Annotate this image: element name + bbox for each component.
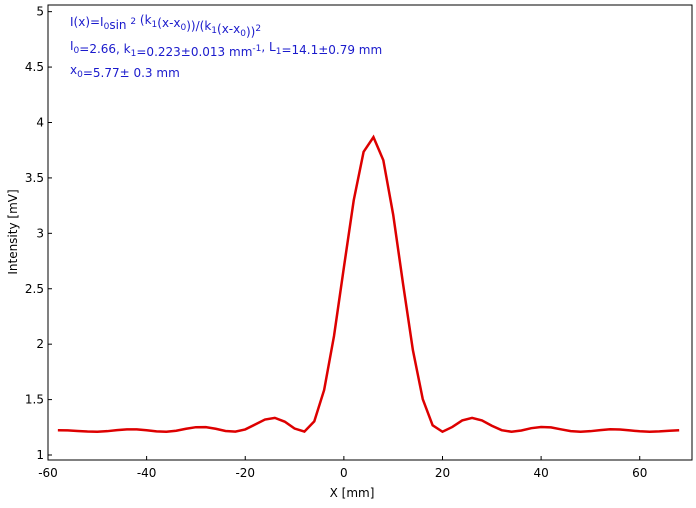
x-tick-label: 60: [632, 466, 647, 480]
annotation-part: 2: [130, 17, 136, 27]
annotation-part: , L: [261, 40, 276, 54]
x-tick-label: -20: [235, 466, 255, 480]
x-axis-label: X [mm]: [330, 486, 375, 500]
annotation-part: (k: [136, 13, 151, 27]
annotation-part: sin: [109, 18, 130, 32]
annotation-part: =14.1±0.79 mm: [281, 43, 382, 57]
x-tick-label: 20: [435, 466, 450, 480]
annotation-part: 0: [240, 29, 246, 39]
y-axis-label: Intensity [mV]: [6, 189, 20, 274]
annotation-part: 0: [181, 23, 187, 33]
x-tick-label: -40: [137, 466, 157, 480]
annotation-part: =0.223±0.013 mm: [136, 45, 252, 59]
annotation-part: -1: [252, 44, 261, 54]
annotation-part: ))/(k: [186, 19, 211, 33]
y-tick-label: 4: [36, 115, 44, 129]
plot-frame: [47, 4, 693, 461]
y-tick-label: 1: [36, 448, 44, 462]
annotation-part: 0: [104, 22, 110, 32]
annotation-part: 1: [131, 49, 137, 59]
annotation-part: 0: [77, 70, 83, 80]
x-tick-label: 40: [533, 466, 548, 480]
annotation-part: )): [246, 25, 255, 39]
annotation-part: 1: [276, 47, 282, 57]
x-tick-label: -60: [38, 466, 58, 480]
y-tick-label: 2.5: [25, 282, 44, 296]
data-line: [57, 134, 680, 434]
annotation-part: =5.77± 0.3 mm: [83, 66, 180, 80]
annotation-part: I: [70, 39, 74, 53]
annotation-part: x: [70, 63, 77, 77]
annotation-part: 2: [255, 24, 261, 34]
annotation: x0=5.77± 0.3 mm: [70, 63, 180, 80]
annotation: I0=2.66, k1=0.223±0.013 mm-1, L1=14.1±0.…: [70, 39, 382, 59]
annotation-part: (x-x: [217, 22, 240, 36]
y-tick-label: 2: [36, 337, 44, 351]
annotation-part: I(x)=I: [70, 15, 104, 29]
y-tick-label: 1.5: [25, 393, 44, 407]
annotation-part: 1: [152, 20, 158, 30]
y-tick-label: 4.5: [25, 60, 44, 74]
y-tick-label: 3: [36, 226, 44, 240]
annotation-part: (x-x: [157, 16, 180, 30]
annotation-part: =2.66, k: [79, 42, 130, 56]
x-tick-label: 0: [340, 466, 348, 480]
annotation-part: 1: [211, 26, 217, 36]
y-tick-label: 3.5: [25, 171, 44, 185]
annotation-part: 0: [74, 46, 80, 56]
annotation: I(x)=I0sin 2 (k1(x-x0))/(k1(x-x0))2: [70, 13, 261, 39]
y-tick-label: 5: [36, 5, 44, 19]
